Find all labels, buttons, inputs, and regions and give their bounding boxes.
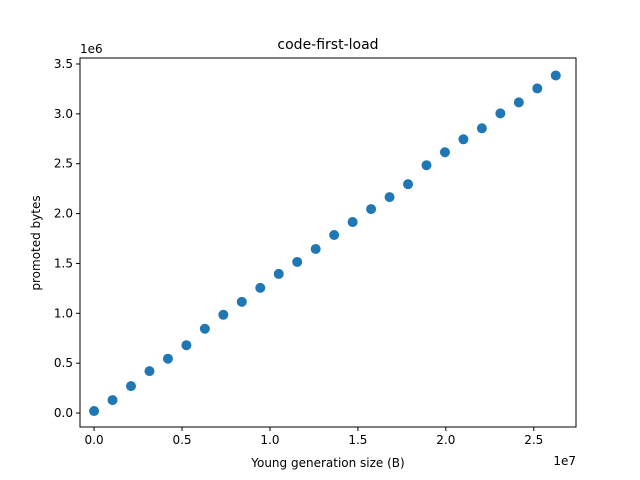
data-point	[199, 323, 210, 334]
x-axis: 0.0 0.5 1.0 1.5 2.0 2.5	[85, 427, 543, 447]
data-point	[476, 123, 487, 134]
data-point	[107, 395, 118, 406]
data-point	[421, 160, 432, 171]
data-point	[255, 282, 266, 293]
data-point	[144, 366, 155, 377]
data-point	[126, 381, 137, 392]
plot-area	[79, 57, 577, 428]
chart-title: code-first-load	[277, 37, 378, 53]
data-point	[236, 296, 247, 307]
x-tick-label: 1.0	[260, 433, 279, 447]
data-point	[89, 406, 100, 417]
data-point	[329, 230, 340, 241]
y-axis-label: promoted bytes	[29, 195, 43, 290]
y-tick-label: 0.0	[54, 406, 73, 420]
data-point	[550, 70, 561, 81]
y-tick-label: 0.5	[54, 356, 73, 370]
x-offset-label: 1e7	[553, 454, 576, 468]
y-tick-label: 2.0	[54, 207, 73, 221]
data-point	[162, 353, 173, 364]
x-tick-label: 0.5	[172, 433, 191, 447]
data-point	[458, 134, 469, 145]
x-tick-label: 0.0	[85, 433, 104, 447]
x-tick-label: 1.5	[348, 433, 367, 447]
data-point	[310, 243, 321, 254]
data-point	[347, 217, 358, 228]
y-tick-label: 2.5	[54, 157, 73, 171]
y-axis: 0.0 0.5 1.0 1.5 2.0 2.5 3.0 3.5	[54, 57, 80, 420]
data-point	[495, 108, 506, 119]
data-point	[513, 97, 524, 108]
data-point	[439, 147, 450, 158]
y-tick-label: 3.5	[54, 57, 73, 71]
data-point	[181, 340, 192, 351]
data-point	[273, 268, 284, 279]
plot-frame	[79, 57, 577, 428]
x-axis-label: Young generation size (B)	[250, 456, 404, 470]
data-point	[384, 192, 395, 203]
data-point	[532, 83, 543, 94]
data-point	[218, 309, 229, 320]
data-point	[366, 204, 377, 215]
data-point	[403, 179, 414, 190]
y-tick-label: 3.0	[54, 107, 73, 121]
data-point	[292, 256, 303, 267]
y-offset-label: 1e6	[80, 42, 103, 56]
data-points	[89, 70, 561, 417]
x-tick-label: 2.5	[524, 433, 543, 447]
x-tick-label: 2.0	[436, 433, 455, 447]
y-tick-label: 1.5	[54, 256, 73, 270]
y-tick-label: 1.0	[54, 306, 73, 320]
